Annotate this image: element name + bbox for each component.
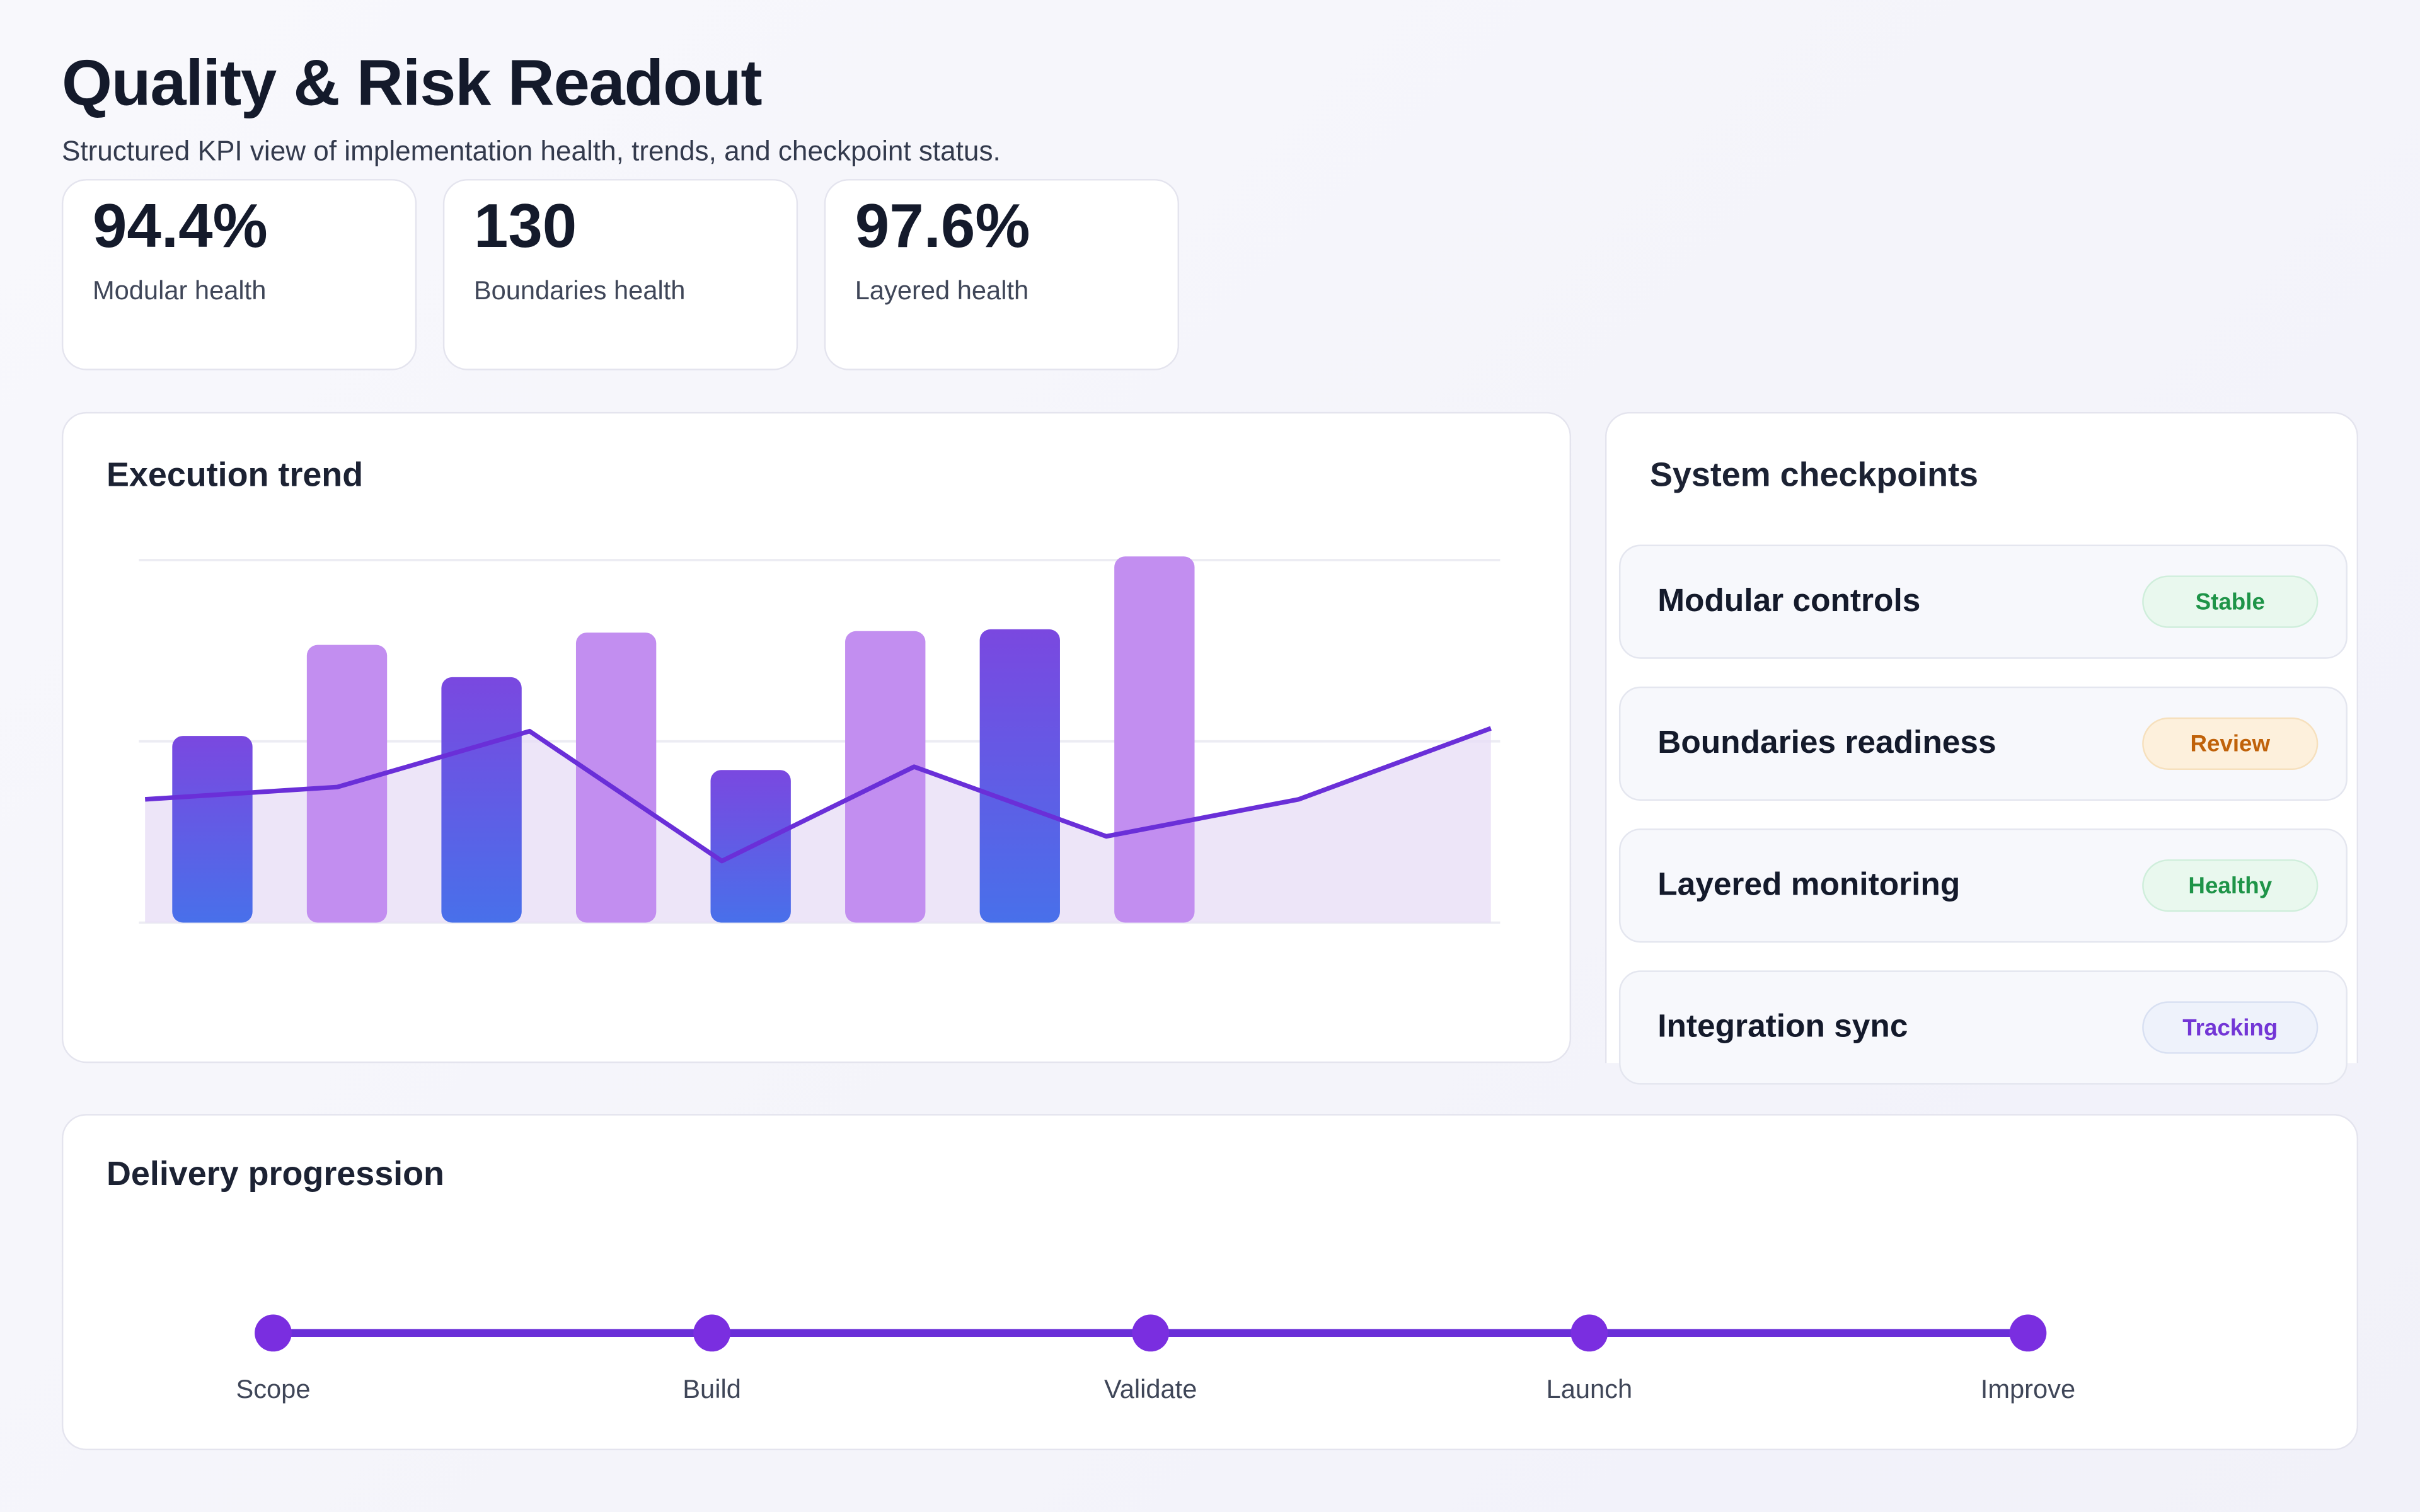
checkpoint-name: Modular controls (1657, 583, 1921, 619)
bar (575, 633, 657, 923)
panel-title: Execution trend (106, 455, 364, 494)
page-subtitle: Structured KPI view of implementation he… (61, 135, 1001, 167)
trend-chart (139, 556, 1501, 924)
step-label: Launch (1547, 1374, 1633, 1404)
panel-title: System checkpoints (1649, 455, 1978, 494)
bar (979, 629, 1060, 923)
status-badge: Healthy (2142, 859, 2319, 912)
progression-panel: Delivery progression Scope Build Validate L… (61, 1114, 2359, 1451)
bar (172, 736, 253, 923)
checkpoint-row: Integration sync Tracking (1618, 970, 2348, 1085)
status-badge: Review (2142, 717, 2319, 770)
step-label: Validate (1104, 1374, 1197, 1404)
checkpoint-name: Layered monitoring (1657, 867, 1961, 903)
kpi-card: 97.6% Layered health (824, 179, 1180, 370)
timeline-dot (1132, 1314, 1170, 1352)
timeline-dot (1570, 1314, 1608, 1352)
bar (1114, 556, 1195, 923)
kpi-label: Modular health (92, 276, 267, 306)
checkpoint-row: Modular controls Stable (1618, 544, 2348, 659)
status-badge: Stable (2142, 575, 2319, 628)
timeline-dot (255, 1314, 292, 1352)
step-label: Build (683, 1374, 741, 1404)
kpi-card: 94.4% Modular health (61, 179, 417, 370)
timeline: Scope Build Validate Launch Improve (236, 1314, 2075, 1404)
panel-title: Delivery progression (106, 1154, 445, 1193)
status-badge: Tracking (2142, 1001, 2319, 1054)
timeline-dot (693, 1314, 730, 1352)
bar (441, 677, 522, 923)
trend-panel: Execution trend (61, 411, 1572, 1063)
checkpoint-name: Integration sync (1657, 1009, 1908, 1045)
checkpoint-row: Layered monitoring Healthy (1618, 828, 2348, 943)
kpi-value: 97.6% (855, 193, 1030, 261)
step-label: Improve (1981, 1374, 2075, 1404)
checkpoint-row: Boundaries readiness Review (1618, 686, 2348, 801)
kpi-card: 130 Boundaries health (442, 179, 798, 370)
checkpoints-panel: System checkpoints Modular controls Stabl… (1605, 411, 2359, 1085)
page-title: Quality & Risk Readout (61, 46, 763, 119)
timeline-dot (2009, 1314, 2047, 1352)
trend-line (144, 726, 1492, 864)
kpi-label: Layered health (855, 276, 1029, 306)
kpi-value: 94.4% (92, 193, 268, 261)
checkpoint-name: Boundaries readiness (1657, 725, 1997, 761)
step-label: Scope (236, 1374, 310, 1404)
kpi-value: 130 (473, 193, 577, 261)
kpi-label: Boundaries health (473, 276, 686, 306)
bar (845, 631, 926, 923)
